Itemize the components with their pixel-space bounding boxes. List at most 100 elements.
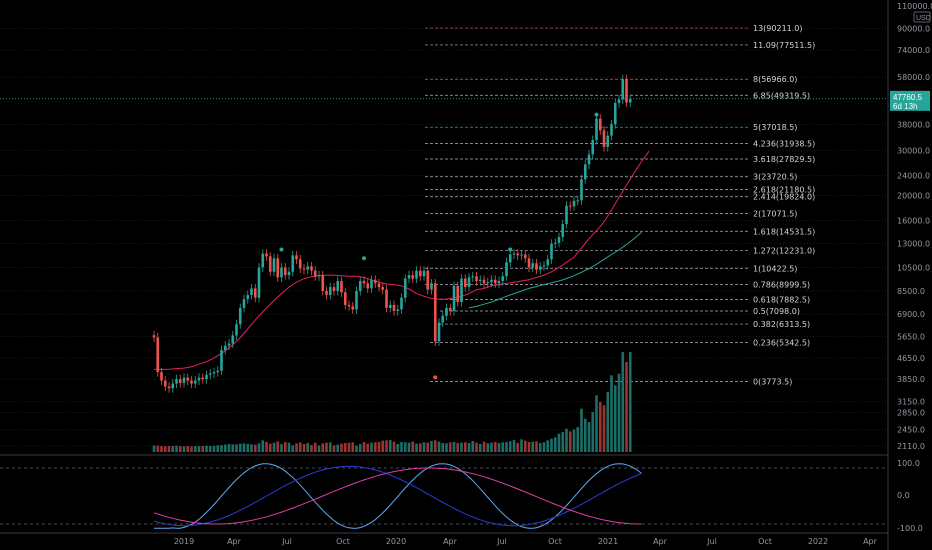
price-tick-label: 38000.0 [897,120,930,129]
volume-bar [460,442,463,452]
candle-body [336,280,340,291]
price-tick-label: 8500.0 [897,287,925,296]
rsi-tick-label: 100.0 [897,459,920,468]
candle-body [520,254,523,256]
candle-body [216,370,220,373]
fib-label: 13(90211.0) [753,24,803,33]
candle-body [238,307,242,325]
candle-body [445,307,448,316]
candle-body [490,279,493,283]
time-tick-label: Jul [706,537,717,546]
candle-body [583,164,587,180]
volume-bar [456,443,460,452]
candle-body [523,254,527,259]
volume-bar [572,429,576,452]
candle-body [280,267,283,278]
price-tick-label: 2450.0 [897,425,925,434]
candle-body [186,377,190,381]
price-axis[interactable]: 2110.0 2450.0 2850.0 3150.0 3850.0 4650.0 5650… [887,0,932,550]
volume-bar [486,443,490,452]
volume-bar [328,442,332,452]
candle-body [302,268,306,270]
volume-bar [538,443,542,452]
rsi-panel: 100.0 0.0 -100.0 [0,454,923,533]
price-tick-label: 30000.0 [897,147,930,156]
candle-body [156,337,160,373]
candle-body [208,373,212,375]
candle-body [501,276,505,281]
volume-bar [452,442,456,452]
candle-body [223,345,227,351]
candle-body [441,315,445,323]
volume-bar [340,443,343,452]
candle-body [613,103,617,125]
moving-averages [154,151,650,370]
candle-body [475,276,478,281]
volume-bar [628,352,632,452]
candle-body [418,270,422,277]
fib-label: 0.618(7882.5) [753,295,810,304]
volume-bar [400,442,403,452]
candle-body [295,255,298,260]
time-axis[interactable]: 2019 Apr Jul Oct 2020 Apr Jul Oct 2021 Apr Jul Oct 2… [0,532,888,546]
volume-bar [568,431,572,452]
price-tick-label: 58000.0 [897,73,930,82]
candle-body [430,283,433,290]
time-tick-label: Oct [548,537,562,546]
candle-body [193,380,197,384]
price-tick-label: 6900.0 [897,310,925,319]
candle-body [287,271,291,276]
volume-bar [362,442,366,452]
volume-bar [475,442,478,452]
fractal-marker [508,247,513,252]
candle-body [283,267,287,276]
volume-bar [610,375,613,452]
volume-bar [426,442,430,452]
candle-body [407,275,411,279]
candle-body [497,280,501,284]
volume-bar [325,442,328,452]
price-tick-label: 90000.0 [897,24,930,33]
volume-bar [407,442,411,452]
candle-body [598,118,602,131]
price-badge-countdown: 6d 13h [893,102,917,111]
candle-body [553,242,557,244]
candle-body [205,374,208,380]
volume-bar [268,443,272,452]
time-tick-label: 2022 [808,537,828,546]
volume-bar [291,445,295,452]
candle-body [347,304,351,307]
volume-bar [302,444,306,452]
candle-body [568,205,572,207]
candle-body [163,380,167,387]
volume-bar [527,442,531,452]
volume-bar [160,446,163,452]
volume-bar [512,440,516,452]
candle-body [628,98,632,103]
candle-body [306,266,310,270]
fib-label: 2.618(21180.5) [753,185,815,194]
volume-bar [313,442,317,452]
volume-bar [336,444,340,452]
volume-bar [223,444,227,452]
volume-bar [163,446,167,452]
candle-body [227,343,231,346]
volume-bar [310,445,313,452]
volume-bar [463,442,467,452]
rsi-fast-line [154,463,642,529]
candle-body [272,258,276,272]
fib-label: 0(3773.5) [753,377,792,386]
volume-bar [205,445,208,452]
candle-body [351,306,355,310]
candle-body [437,322,441,342]
candle-body [381,287,385,290]
candle-body [385,289,388,308]
candle-body [538,266,542,270]
volume-bar [280,444,283,452]
volume-bar [250,444,253,452]
volume-bar [242,443,246,452]
fractal-marker [594,112,599,117]
candle-body [182,377,186,383]
volume-bar [171,446,175,452]
